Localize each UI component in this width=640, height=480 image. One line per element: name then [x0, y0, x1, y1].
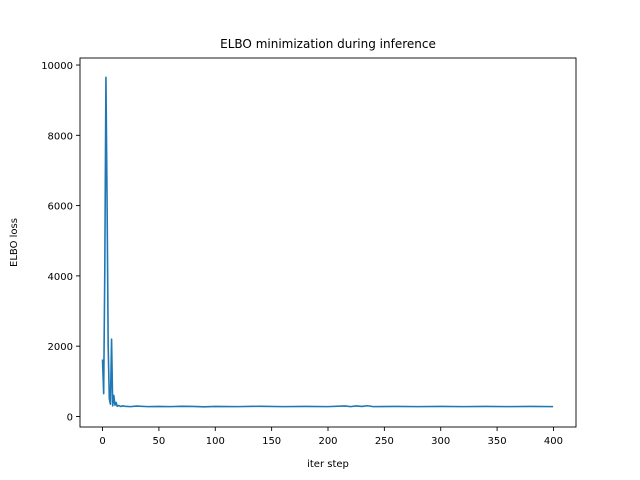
y-tick-label: 8000 — [48, 131, 73, 142]
x-tick-label: 100 — [206, 436, 225, 447]
x-tick-label: 300 — [431, 436, 450, 447]
series-line-0 — [101, 76, 554, 408]
y-tick-label: 10000 — [41, 61, 73, 72]
y-tick-label: 2000 — [48, 342, 73, 353]
x-tick-label: 250 — [375, 436, 394, 447]
x-tick-label: 150 — [262, 436, 281, 447]
x-tick-label: 400 — [544, 436, 563, 447]
y-axis-label: ELBO loss — [9, 218, 20, 267]
y-tick-label: 0 — [67, 412, 73, 423]
x-axis-label: iter step — [307, 459, 349, 470]
plot-frame — [79, 57, 577, 428]
x-tick-label: 200 — [318, 436, 337, 447]
y-tick-label: 6000 — [48, 202, 73, 213]
x-tick-label: 50 — [153, 436, 166, 447]
x-tick-label: 350 — [488, 436, 507, 447]
chart-title: ELBO minimization during inference — [220, 37, 436, 51]
x-tick-label: 0 — [99, 436, 105, 447]
y-tick-label: 4000 — [48, 272, 73, 283]
